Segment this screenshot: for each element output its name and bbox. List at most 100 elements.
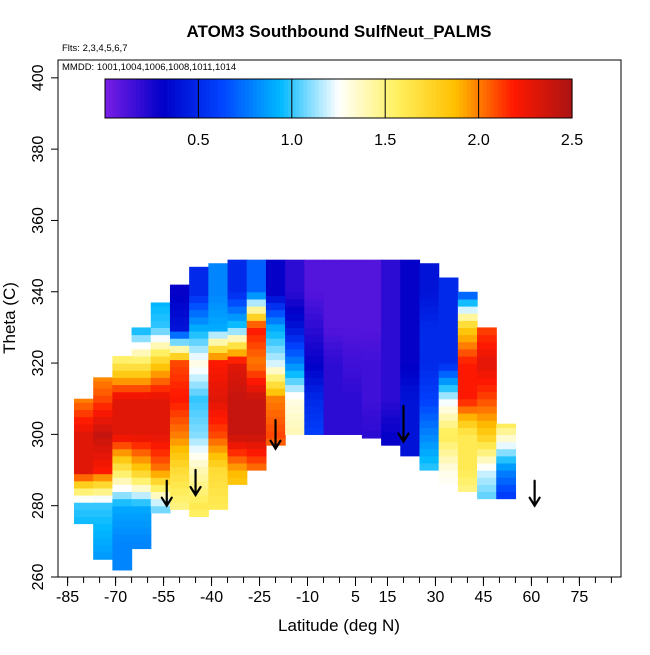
heatmap-cell: [304, 313, 325, 321]
heatmap-cell: [477, 355, 497, 364]
heatmap-cell: [169, 402, 190, 411]
heatmap-cell: [400, 377, 421, 386]
heatmap-cell: [419, 391, 440, 400]
heatmap-cell: [112, 498, 133, 507]
heatmap-cell: [73, 423, 94, 432]
heatmap-cell: [131, 455, 152, 464]
heatmap-cell: [189, 309, 209, 318]
colorbar-segment: [478, 79, 484, 118]
heatmap-cell: [246, 334, 267, 343]
heatmap-cell: [131, 527, 152, 535]
heatmap-cell: [400, 448, 421, 457]
heatmap-cell: [112, 377, 133, 386]
heatmap-cell: [477, 470, 497, 478]
colorbar-segment: [416, 79, 421, 118]
heatmap-cell: [208, 502, 229, 510]
heatmap-cell: [361, 273, 382, 282]
heatmap-cell: [246, 320, 267, 329]
heatmap-cell: [265, 302, 286, 311]
colorbar-segment: [241, 79, 246, 118]
heatmap-cell: [73, 487, 94, 496]
colorbar-segment: [443, 79, 449, 118]
heatmap-cell: [304, 259, 325, 264]
heatmap-cell: [246, 270, 267, 279]
y-axis: 260 280 300 320 340 360 380 400: [30, 64, 58, 590]
heatmap-cell: [477, 477, 497, 485]
heatmap-cell: [93, 552, 113, 560]
colorbar: 0.5 1.0 1.5 2.0 2.5: [104, 78, 583, 149]
heatmap-cell: [246, 441, 267, 450]
heatmap-cell: [438, 298, 459, 307]
colorbar-segment: [377, 79, 382, 118]
heatmap-cell: [73, 452, 94, 460]
heatmap-cell: [189, 416, 209, 425]
heatmap-cell: [457, 363, 478, 371]
colorbar-segment: [447, 79, 452, 118]
colorbar-segment: [136, 79, 141, 118]
x-tick-label: 30: [427, 589, 445, 606]
colorbar-segment: [373, 79, 379, 118]
heatmap-cell: [227, 441, 248, 450]
heatmap-cell: [438, 377, 459, 386]
heatmap-cell: [285, 405, 305, 414]
heatmap-cell: [208, 345, 229, 353]
heatmap-cell: [227, 259, 248, 264]
x-tick-label: -70: [104, 589, 127, 606]
heatmap-cell: [419, 341, 440, 350]
heatmap-cell: [304, 327, 325, 336]
heatmap-cell: [496, 462, 517, 471]
heatmap-cell: [150, 455, 171, 464]
heatmap-cell: [477, 448, 497, 457]
y-tick-label: 400: [30, 64, 47, 91]
heatmap-cell: [131, 441, 152, 450]
heatmap-cell: [189, 473, 209, 482]
heatmap-cell: [457, 434, 478, 443]
y-tick-label: 340: [30, 278, 47, 305]
heatmap-cell: [208, 281, 229, 289]
heatmap-cell: [73, 480, 94, 489]
heatmap-cell: [150, 334, 171, 343]
heatmap-cell: [457, 348, 478, 357]
x-tick-label: 75: [571, 589, 589, 606]
heatmap-cell: [457, 484, 478, 493]
heatmap-cell: [323, 334, 344, 343]
heatmap-cell: [112, 534, 133, 542]
heatmap-cell: [189, 352, 209, 361]
heatmap-cell: [381, 395, 401, 403]
colorbar-segment: [307, 79, 312, 118]
heatmap-cell: [381, 273, 401, 282]
heatmap-cell: [93, 388, 113, 396]
heatmap-cell: [169, 423, 190, 432]
heatmap-cell: [246, 462, 267, 471]
heatmap-cell: [150, 491, 171, 500]
heatmap-cell: [131, 363, 152, 371]
heatmap-cell: [477, 462, 497, 471]
colorbar-segment: [361, 79, 367, 118]
heatmap-cell: [169, 316, 190, 325]
heatmap-cell: [285, 270, 305, 279]
colorbar-segment: [140, 79, 145, 118]
heatmap-cell: [189, 273, 209, 282]
colorbar-segment: [120, 79, 126, 118]
colorbar-segment: [474, 79, 480, 118]
heatmap-cell: [400, 441, 421, 450]
heatmap-cell: [265, 281, 286, 289]
heatmap-cell: [477, 334, 497, 343]
heatmap-cell: [246, 405, 267, 414]
heatmap-cell: [323, 398, 344, 407]
heatmap-cell: [169, 480, 190, 489]
heatmap-cell: [496, 484, 517, 493]
colorbar-segment: [210, 79, 215, 118]
heatmap-cell: [227, 420, 248, 428]
heatmap-cell: [438, 306, 459, 314]
heatmap-cell: [112, 505, 133, 514]
heatmap-cell: [438, 448, 459, 457]
colorbar-segment: [186, 79, 192, 118]
colorbar-segment: [560, 79, 565, 118]
heatmap-cell: [246, 420, 267, 428]
heatmap-cell: [400, 284, 421, 293]
colorbar-segment: [486, 79, 491, 118]
heatmap-cell: [189, 502, 209, 510]
colorbar-segment: [252, 79, 258, 118]
colorbar-segment: [525, 79, 530, 118]
